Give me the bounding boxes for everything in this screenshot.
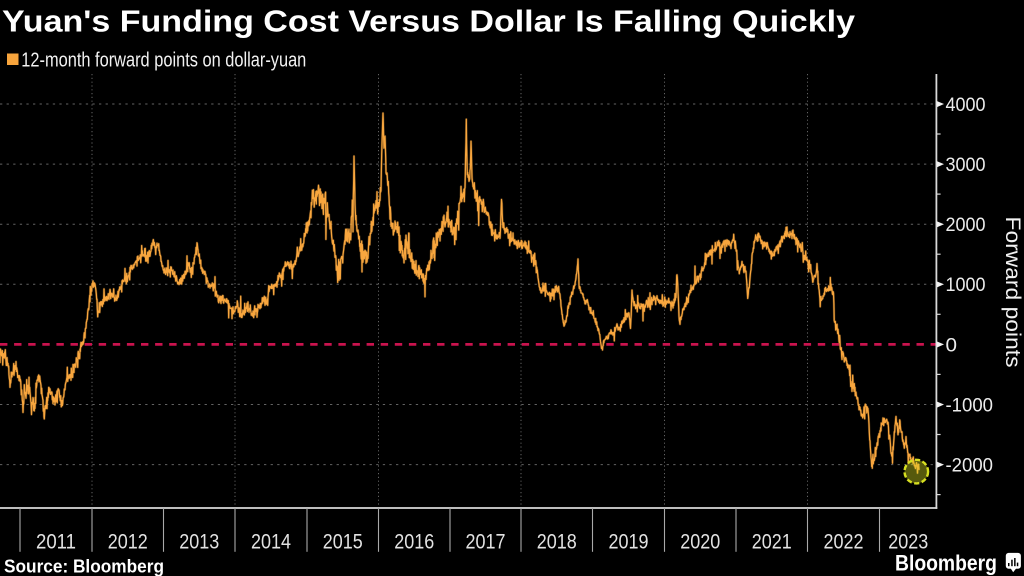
svg-text:2023: 2023 — [888, 530, 928, 553]
svg-text:2011: 2011 — [36, 530, 76, 553]
svg-text:2019: 2019 — [609, 530, 649, 553]
svg-text:2016: 2016 — [394, 530, 434, 553]
svg-text:Bloomberg: Bloomberg — [895, 551, 997, 576]
svg-text:Yuan's Funding Cost Versus Dol: Yuan's Funding Cost Versus Dollar Is Fal… — [2, 3, 856, 38]
svg-text:1000: 1000 — [946, 274, 986, 296]
svg-text:2000: 2000 — [946, 214, 986, 236]
svg-text:2012: 2012 — [108, 530, 148, 553]
svg-text:12-month forward points on dol: 12-month forward points on dollar-yuan — [21, 49, 306, 71]
svg-text:-2000: -2000 — [946, 455, 994, 477]
svg-text:4000: 4000 — [946, 94, 986, 116]
svg-text:2022: 2022 — [824, 530, 864, 553]
svg-text:2020: 2020 — [680, 530, 720, 553]
svg-text:2021: 2021 — [752, 530, 792, 553]
svg-text:2017: 2017 — [466, 530, 506, 553]
svg-text:3000: 3000 — [946, 154, 986, 176]
svg-text:Source: Bloomberg: Source: Bloomberg — [4, 556, 164, 576]
svg-text:Forward points: Forward points — [1001, 217, 1024, 368]
svg-text:-1000: -1000 — [946, 394, 994, 416]
svg-text:2015: 2015 — [323, 530, 363, 553]
svg-text:2018: 2018 — [537, 530, 577, 553]
svg-text:2013: 2013 — [179, 530, 219, 553]
svg-text:2014: 2014 — [251, 530, 291, 553]
svg-text:0: 0 — [946, 334, 958, 356]
